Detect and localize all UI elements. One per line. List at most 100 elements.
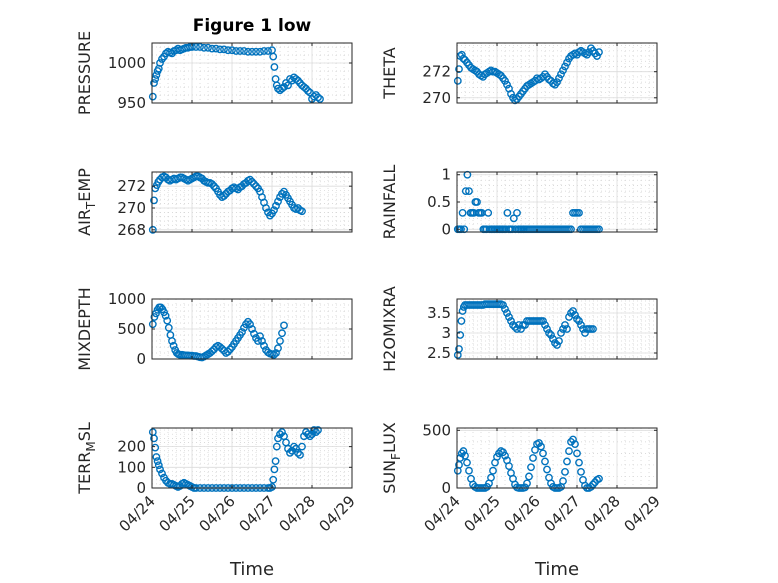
- data-point: [551, 339, 559, 347]
- data-point: [575, 317, 583, 325]
- y-tick-label: 2.5: [427, 344, 451, 362]
- data-point: [248, 177, 256, 186]
- data-point: [300, 83, 308, 91]
- data-point: [507, 89, 515, 98]
- data-point: [276, 430, 284, 439]
- data-point: [563, 457, 571, 466]
- data-point: [575, 209, 583, 217]
- y-axis-label: RAINFALL: [380, 165, 399, 240]
- data-point: [523, 479, 531, 488]
- data-point: [158, 469, 166, 478]
- x-tick-label: 04/29: [621, 492, 664, 535]
- axes-background: [457, 43, 657, 103]
- data-point: [557, 70, 565, 79]
- data-point: [278, 84, 286, 93]
- data-point: [240, 47, 248, 55]
- data-point: [501, 305, 509, 313]
- data-point: [458, 209, 467, 217]
- data-point: [150, 79, 158, 87]
- data-point: [505, 462, 513, 470]
- subplot-4: 0 0.5 1 RAINFALL: [380, 165, 658, 240]
- subplot-3: 268 270 272 AIRTEMP: [75, 168, 353, 239]
- data-point: [559, 325, 567, 333]
- data-point: [463, 458, 471, 467]
- data-point: [529, 454, 537, 462]
- data-point: [152, 309, 160, 318]
- x-tick-label: 04/26: [501, 492, 544, 535]
- data-point: [509, 214, 518, 223]
- data-point: [153, 457, 162, 465]
- data-point: [487, 473, 495, 482]
- data-point: [150, 434, 158, 443]
- data-point: [252, 47, 260, 56]
- data-point: [270, 63, 279, 71]
- y-tick-label: 200: [117, 438, 146, 456]
- y-tick-label: 270: [117, 199, 146, 217]
- data-point: [316, 95, 324, 103]
- data-point: [507, 317, 515, 325]
- data-point: [573, 315, 581, 323]
- data-point: [148, 92, 157, 101]
- data-point: [559, 477, 567, 485]
- data-point: [150, 313, 159, 321]
- data-point: [455, 345, 463, 353]
- data-point: [238, 328, 246, 336]
- data-point: [573, 449, 581, 458]
- x-tick-label: 04/27: [236, 492, 279, 535]
- data-point: [260, 341, 268, 350]
- data-point: [539, 449, 547, 458]
- data-point: [563, 325, 571, 333]
- y-tick-label: 268: [117, 221, 146, 239]
- y-tick-label: 272: [422, 63, 451, 81]
- data-point: [543, 465, 551, 474]
- data-point: [555, 74, 563, 83]
- data-point: [501, 451, 509, 460]
- data-point: [521, 483, 529, 492]
- x-tick-label: 04/29: [316, 492, 359, 535]
- data-point: [503, 309, 511, 317]
- data-point: [527, 463, 535, 472]
- data-point: [298, 207, 306, 216]
- data-point: [232, 47, 240, 55]
- axes-background: [457, 428, 657, 488]
- data-point: [148, 320, 157, 329]
- y-axis-label: THETA: [380, 47, 399, 99]
- data-point: [200, 43, 208, 52]
- data-point: [513, 209, 521, 217]
- data-point: [286, 448, 294, 457]
- y-tick-label: 1000: [108, 290, 146, 308]
- data-point: [156, 59, 164, 67]
- data-point: [290, 442, 298, 451]
- data-point: [269, 52, 278, 61]
- data-point: [539, 317, 547, 325]
- data-point: [208, 180, 216, 188]
- axes-frame: [151, 427, 353, 489]
- x-tick-label: 04/25: [461, 492, 504, 535]
- data-point: [220, 192, 228, 200]
- data-point: [154, 461, 163, 470]
- data-point: [314, 426, 322, 434]
- data-point: [545, 329, 553, 337]
- y-axis-label: AIRTEMP: [75, 168, 98, 236]
- data-point: [280, 321, 288, 330]
- axes-frame: [151, 171, 353, 233]
- data-point: [250, 180, 258, 188]
- data-point: [228, 46, 236, 55]
- data-point: [258, 337, 266, 345]
- subplot-7: 0 100 200 TERRMSL 04/2404/2504/2604/2704/280…: [75, 422, 359, 580]
- data-point: [537, 442, 545, 451]
- subplot-2: 270 272 THETA: [380, 42, 658, 107]
- axes-frame: [456, 42, 658, 104]
- data-point: [252, 182, 260, 191]
- subplot-6: 2.5 3 3.5 H2OMIXRA: [380, 286, 658, 372]
- data-point: [304, 430, 312, 439]
- x-tick-label: 04/25: [156, 492, 199, 535]
- data-point: [270, 350, 278, 359]
- data-point: [513, 325, 521, 333]
- data-point: [521, 321, 529, 329]
- y-axis-label: TERRMSL: [75, 422, 98, 495]
- y-axis-label: SUNFLUX: [380, 422, 403, 494]
- data-point: [274, 344, 282, 353]
- data-point: [269, 475, 278, 484]
- data-point: [453, 76, 462, 85]
